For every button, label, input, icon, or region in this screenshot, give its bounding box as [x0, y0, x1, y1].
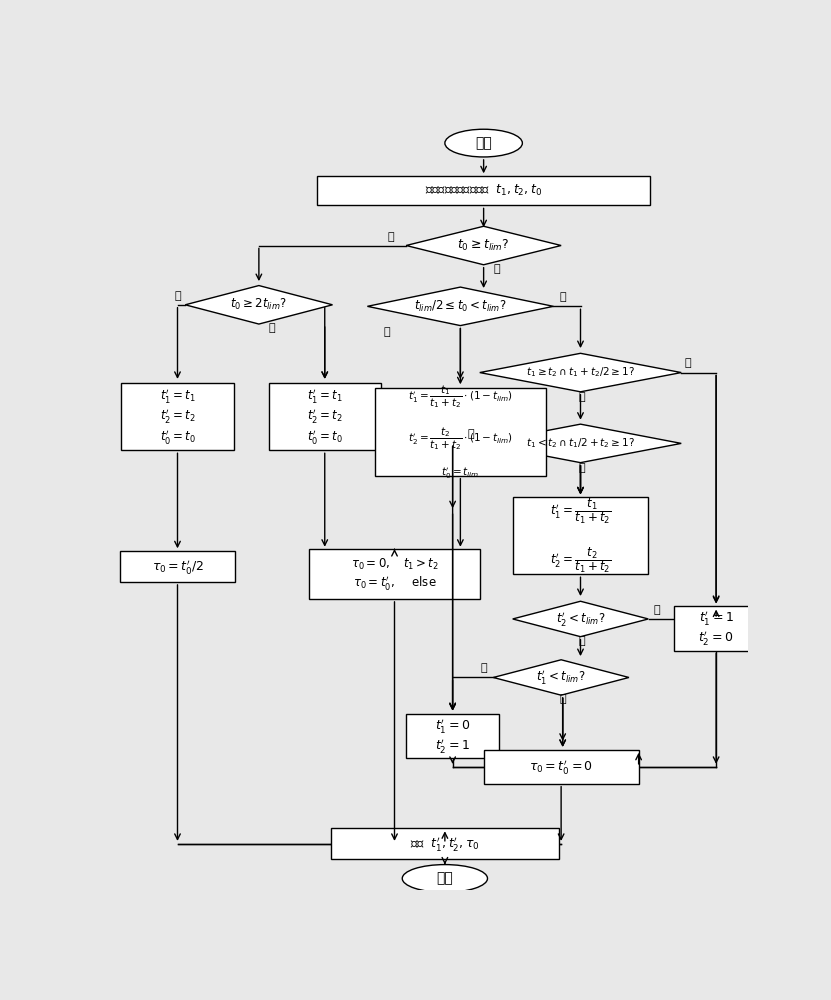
Text: 是: 是	[467, 429, 474, 439]
Text: 是: 是	[653, 605, 660, 615]
Text: $t_{lim}/2 \leq t_0 < t_{lim}$?: $t_{lim}/2 \leq t_0 < t_{lim}$?	[414, 299, 507, 314]
Text: 否: 否	[559, 694, 566, 704]
FancyBboxPatch shape	[120, 551, 235, 582]
Text: 矢量时间计算模块得到  $t_1, t_2, t_0$: 矢量时间计算模块得到 $t_1, t_2, t_0$	[425, 183, 542, 198]
Text: $t_1^{\prime} = 1$
$t_2^{\prime} = 0$: $t_1^{\prime} = 1$ $t_2^{\prime} = 0$	[699, 609, 734, 647]
Text: 是: 是	[387, 232, 394, 242]
Text: 否: 否	[559, 292, 566, 302]
Text: $t_1 \geq t_2 \cap t_1 + t_2/2 \geq 1$?: $t_1 \geq t_2 \cap t_1 + t_2/2 \geq 1$?	[526, 366, 635, 379]
Text: 结束: 结束	[436, 871, 453, 885]
Text: $t_1^{\prime} = t_1$
$t_2^{\prime} = t_2$
$t_0^{\prime} = t_0$: $t_1^{\prime} = t_1$ $t_2^{\prime} = t_2…	[160, 387, 195, 446]
FancyBboxPatch shape	[375, 388, 546, 476]
Text: 开始: 开始	[475, 136, 492, 150]
FancyBboxPatch shape	[484, 750, 639, 784]
FancyBboxPatch shape	[121, 383, 234, 450]
Text: $\tau_0 = 0,\quad t_1 > t_2$
$\tau_0 = t_0^{\prime},\quad$ else: $\tau_0 = 0,\quad t_1 > t_2$ $\tau_0 = t…	[351, 556, 438, 592]
Text: $t_1 < t_2 \cap t_1/2 + t_2 \geq 1$?: $t_1 < t_2 \cap t_1/2 + t_2 \geq 1$?	[526, 437, 635, 450]
FancyBboxPatch shape	[673, 606, 759, 651]
Text: $t_0 \geq 2t_{lim}$?: $t_0 \geq 2t_{lim}$?	[230, 297, 288, 312]
Ellipse shape	[445, 129, 523, 157]
Text: 否: 否	[578, 636, 585, 646]
Text: $t_2^{\prime} < t_{lim}$?: $t_2^{\prime} < t_{lim}$?	[556, 610, 605, 628]
Polygon shape	[513, 601, 648, 637]
Text: $t_0 \geq t_{lim}$?: $t_0 \geq t_{lim}$?	[457, 238, 510, 253]
FancyBboxPatch shape	[331, 828, 559, 859]
Polygon shape	[479, 353, 681, 392]
FancyBboxPatch shape	[268, 383, 381, 450]
Text: 是: 是	[175, 291, 182, 301]
Text: 输出  $t_1^{\prime}, t_2^{\prime}, \tau_0$: 输出 $t_1^{\prime}, t_2^{\prime}, \tau_0$	[410, 835, 479, 853]
Text: 是: 是	[383, 327, 390, 337]
Text: $t_1^{\prime} = t_1$
$t_2^{\prime} = t_2$
$t_0^{\prime} = t_0$: $t_1^{\prime} = t_1$ $t_2^{\prime} = t_2…	[307, 387, 342, 446]
Text: 否: 否	[578, 463, 585, 473]
Text: 否: 否	[268, 323, 275, 333]
Polygon shape	[367, 287, 553, 326]
Ellipse shape	[402, 865, 488, 892]
Text: $t_1^{\prime} = \dfrac{t_1}{t_1+t_2}$

$t_2^{\prime} = \dfrac{t_2}{t_1+t_2}$: $t_1^{\prime} = \dfrac{t_1}{t_1+t_2}$ $t…	[550, 497, 612, 575]
Text: 否: 否	[578, 392, 585, 402]
Text: $t_1^{\prime} < t_{lim}$?: $t_1^{\prime} < t_{lim}$?	[536, 668, 586, 686]
Polygon shape	[185, 286, 332, 324]
Text: 否: 否	[494, 264, 500, 274]
Text: $\tau_0 = t_0^{\prime}/2$: $\tau_0 = t_0^{\prime}/2$	[151, 558, 204, 576]
FancyBboxPatch shape	[406, 714, 499, 758]
FancyBboxPatch shape	[513, 497, 648, 574]
Text: $t_1^{\prime} = \dfrac{t_1}{t_1+t_2}\cdot(1-t_{lim})$

$t_2^{\prime} = \dfrac{t_: $t_1^{\prime} = \dfrac{t_1}{t_1+t_2}\cdo…	[408, 383, 513, 481]
Polygon shape	[479, 424, 681, 463]
FancyBboxPatch shape	[317, 176, 650, 205]
Text: 是: 是	[684, 358, 691, 368]
Polygon shape	[406, 226, 561, 265]
Text: $\tau_0 = t_0^{\prime} = 0$: $\tau_0 = t_0^{\prime} = 0$	[529, 758, 593, 776]
Text: 是: 是	[480, 663, 487, 673]
Text: $t_1^{\prime} = 0$
$t_2^{\prime} = 1$: $t_1^{\prime} = 0$ $t_2^{\prime} = 1$	[435, 717, 470, 755]
Polygon shape	[494, 660, 629, 695]
FancyBboxPatch shape	[309, 549, 479, 599]
